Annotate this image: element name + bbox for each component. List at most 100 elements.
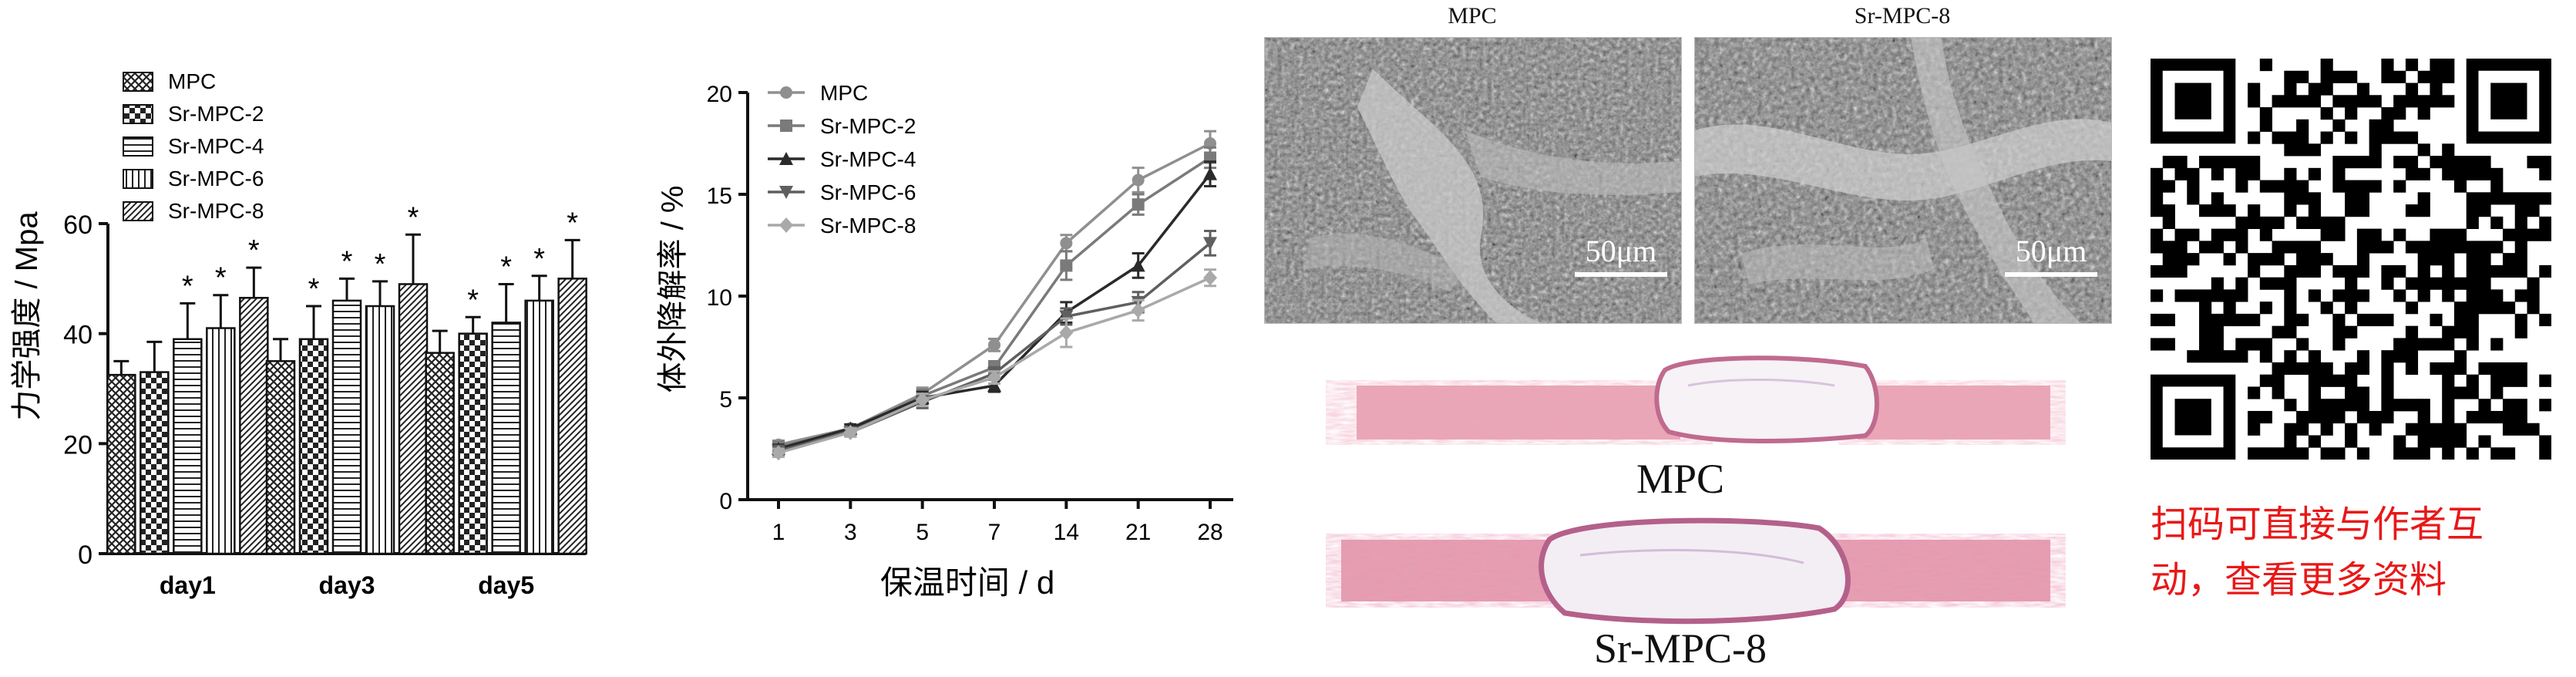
line-y-tick-label: 20 — [707, 82, 732, 107]
histology-image-sr-mpc-8 — [1341, 517, 2050, 625]
line-point — [1060, 259, 1073, 272]
line-legend-label: Sr-MPC-4 — [820, 147, 916, 171]
significance-star: * — [408, 201, 419, 234]
bar-y-axis-label: 力学强度 / Mpa — [10, 211, 44, 421]
bar-legend-swatch — [123, 104, 153, 124]
bar — [524, 299, 554, 555]
line-legend-label: Sr-MPC-2 — [820, 114, 916, 138]
scale-label: 50μm — [2015, 234, 2087, 268]
sem-title-sr-mpc-8: Sr-MPC-8 — [1854, 3, 1951, 29]
sem-title-mpc: MPC — [1448, 3, 1497, 29]
scale-label: 50μm — [1585, 234, 1657, 268]
scale-bar — [1575, 272, 1667, 277]
bar — [298, 338, 329, 555]
bar-legend-label: Sr-MPC-8 — [168, 199, 264, 223]
line-y-tick-label: 15 — [707, 184, 732, 209]
bar-legend-label: MPC — [168, 69, 216, 93]
line-point — [843, 424, 858, 440]
sem-image-sr-mpc-8: 50μm — [1694, 37, 2112, 324]
significance-star: * — [500, 251, 512, 283]
bar — [425, 352, 455, 555]
line-point — [1203, 167, 1217, 180]
bar — [458, 332, 488, 555]
line-y-axis-label: 体外降解率 / % — [656, 186, 690, 393]
bar-y-tick-label: 0 — [78, 541, 92, 570]
line-point — [1131, 258, 1145, 272]
line-point — [1203, 237, 1217, 251]
bar — [140, 371, 170, 555]
line-x-tick-label: 21 — [1125, 520, 1151, 545]
bar — [365, 305, 395, 555]
line-y-tick-label: 10 — [707, 285, 732, 311]
author-interaction-note: 扫码可直接与作者互 动，查看更多资料 — [2151, 497, 2567, 608]
line-point — [988, 338, 1000, 352]
significance-star: * — [533, 243, 545, 275]
line-x-tick-label: 3 — [844, 520, 857, 545]
bar-legend-swatch — [123, 201, 153, 221]
bar — [106, 373, 136, 555]
mechanical-strength-bar-chart: 0 20 40 60 * * * day1 * * * * day3 * * * * day5 MPC Sr-MPC-… — [10, 69, 587, 599]
line-x-tick-label: 28 — [1197, 520, 1222, 545]
line-point — [779, 186, 793, 199]
sem-image-group: MPC Sr-MPC-8 50μm — [1264, 0, 2112, 332]
line-x-tick-label: 14 — [1054, 520, 1079, 545]
line-point — [780, 86, 792, 99]
line-point — [1060, 237, 1073, 250]
line-point — [779, 152, 793, 165]
histology-label-mpc: MPC — [1636, 456, 1725, 502]
bar-y-tick-label: 20 — [63, 430, 92, 460]
line-point — [1132, 173, 1145, 187]
bar-category-label: day3 — [319, 571, 375, 599]
degradation-line-chart: 0 5 10 15 20 1 3 5 7 14 21 28 MPC Sr-MPC-2 Sr-MPC-4 Sr-… — [656, 81, 1233, 601]
histology-group: MPC Sr-MPC-8 — [1326, 339, 2066, 677]
line-point — [987, 369, 1001, 386]
bar — [206, 327, 236, 555]
significance-star: * — [308, 273, 320, 305]
significance-star: * — [248, 234, 260, 267]
bar-category-label: day1 — [160, 571, 216, 599]
bar-legend-label: Sr-MPC-2 — [168, 102, 264, 126]
bar-legend-swatch — [123, 136, 153, 157]
bar — [265, 360, 296, 555]
line-point — [1059, 310, 1074, 324]
line-point — [779, 217, 793, 233]
note-line-1: 扫码可直接与作者互 — [2151, 504, 2484, 545]
bar — [398, 283, 429, 555]
line-legend-label: MPC — [820, 81, 868, 105]
bar — [557, 278, 587, 555]
significance-star: * — [467, 284, 479, 316]
line-x-tick-label: 7 — [988, 520, 1001, 545]
line-point — [915, 392, 930, 408]
line-point — [772, 445, 785, 461]
note-line-2: 动，查看更多资料 — [2151, 560, 2447, 601]
bar-y-tick-label: 60 — [63, 211, 92, 240]
line-x-tick-label: 5 — [916, 520, 929, 545]
line-legend-label: Sr-MPC-8 — [820, 214, 916, 237]
significance-star: * — [375, 248, 386, 281]
qr-code-icon[interactable] — [2151, 59, 2552, 460]
bar-y-tick-label: 40 — [63, 321, 92, 350]
significance-star: * — [215, 262, 227, 295]
bar-legend-swatch — [123, 72, 153, 92]
bar — [173, 338, 203, 555]
line-point — [1132, 198, 1145, 211]
bar-legend-label: Sr-MPC-4 — [168, 134, 264, 158]
line-point — [987, 379, 1001, 392]
line-legend-label: Sr-MPC-6 — [820, 180, 916, 204]
line-y-tick-label: 5 — [719, 387, 732, 413]
line-x-tick-label: 1 — [772, 520, 785, 545]
line-point — [1131, 302, 1145, 318]
histology-image-mpc — [1357, 355, 2050, 443]
significance-star: * — [567, 207, 578, 239]
bar-legend-label: Sr-MPC-6 — [168, 167, 264, 190]
bar-category-label: day5 — [478, 571, 534, 599]
bar — [239, 297, 269, 555]
line-point — [780, 120, 792, 132]
bar — [331, 299, 362, 555]
line-point — [1203, 270, 1217, 286]
bar — [491, 322, 521, 555]
scale-bar — [2005, 272, 2097, 277]
histology-label-sr-mpc-8: Sr-MPC-8 — [1594, 625, 1767, 672]
sem-image-mpc: 50μm — [1264, 37, 1682, 324]
bar-legend-swatch — [123, 169, 153, 189]
